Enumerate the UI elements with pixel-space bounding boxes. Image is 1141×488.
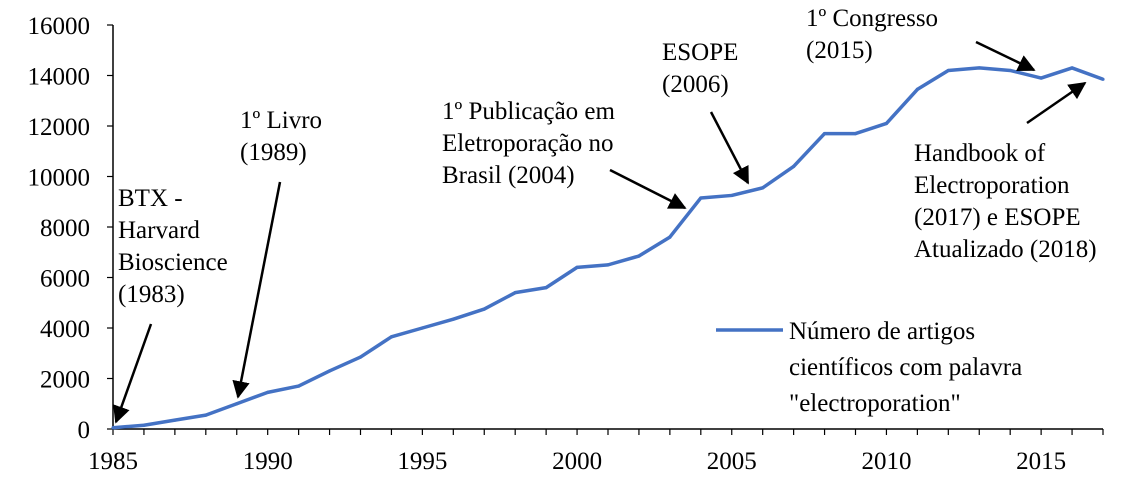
y-axis-ticks: 0 2000 4000 6000 8000 10000 12000 14000 16000 — [28, 13, 113, 444]
data-point — [544, 286, 548, 290]
data-point — [142, 423, 146, 427]
y-tick-label: 8000 — [40, 215, 90, 242]
data-point — [297, 384, 301, 388]
data-point — [1008, 68, 1012, 73]
legend-label: científicos com palavra — [789, 354, 1022, 381]
data-point — [1070, 66, 1074, 70]
data-point — [977, 66, 981, 70]
data-point — [668, 235, 672, 239]
annotation-text: BTX - — [118, 185, 183, 212]
data-point — [1101, 77, 1105, 81]
data-point — [792, 164, 796, 168]
data-point — [1039, 76, 1043, 80]
x-tick-label: 1990 — [243, 448, 293, 475]
data-point — [761, 186, 765, 190]
annotation-text: Brasil (2004) — [442, 162, 575, 189]
y-tick-label: 2000 — [40, 367, 90, 394]
x-tick-label: 1985 — [88, 448, 138, 475]
annotation-text: Bioscience — [118, 249, 228, 276]
annotation-arrow — [113, 323, 153, 424]
data-point — [730, 193, 734, 198]
data-point — [575, 265, 579, 269]
data-point — [358, 355, 363, 359]
annotation-text: 1º Congresso — [806, 5, 938, 32]
data-point — [699, 196, 703, 200]
y-tick-label: 0 — [78, 417, 91, 444]
x-tick-label: 2000 — [552, 448, 602, 475]
annotation-arrows — [113, 40, 1087, 424]
data-point — [327, 369, 332, 373]
data-point — [513, 291, 517, 295]
y-tick-label: 4000 — [40, 316, 90, 343]
data-point — [482, 307, 486, 311]
x-tick-label: 2005 — [707, 448, 757, 475]
annotation-text: Eletroporação no — [442, 130, 613, 157]
x-axis-ticks: 1985 1990 1995 2000 2005 2010 2015 — [88, 429, 1104, 475]
annotation-arrow — [975, 40, 1036, 72]
x-tick-label: 2015 — [1016, 448, 1066, 475]
annotation-text: (2006) — [662, 71, 729, 98]
annotation-text: (1983) — [118, 281, 185, 308]
data-point — [111, 426, 115, 430]
annotation-text: (1989) — [240, 139, 307, 166]
data-point — [266, 390, 270, 394]
annotation-text: 1º Publicação em — [442, 98, 616, 125]
legend-label: "electroporation" — [789, 390, 961, 417]
annotation-arrow — [709, 111, 750, 185]
data-point — [884, 121, 889, 126]
annotation-text: (2017) e ESOPE — [914, 204, 1081, 231]
annotation-text: ESOPE — [662, 39, 738, 66]
legend-label: Número de artigos — [789, 318, 975, 345]
data-point — [204, 413, 208, 417]
x-tick-label: 2010 — [861, 448, 911, 475]
y-tick-label: 12000 — [28, 114, 91, 141]
annotations: BTX - Harvard Bioscience (1983) 1º Livro (198… — [118, 5, 1097, 308]
data-point — [822, 131, 827, 136]
data-point — [915, 87, 919, 91]
data-point — [451, 317, 455, 321]
annotation-arrow — [1026, 81, 1087, 125]
y-tick-label: 6000 — [40, 266, 90, 293]
annotation-arrow — [609, 168, 687, 210]
annotation-text: Handbook of — [914, 140, 1046, 167]
x-tick-label: 1995 — [397, 448, 447, 475]
data-point — [173, 418, 177, 422]
data-point — [235, 402, 239, 406]
y-tick-label: 10000 — [28, 165, 91, 192]
annotation-text: (2015) — [806, 37, 873, 64]
data-point — [606, 263, 610, 267]
annotation-text: Atualizado (2018) — [914, 236, 1097, 263]
y-tick-label: 14000 — [28, 64, 91, 91]
annotation-arrow — [232, 181, 282, 399]
data-point — [637, 254, 641, 258]
annotation-text: Electroporation — [914, 172, 1070, 199]
y-tick-label: 16000 — [28, 13, 91, 40]
data-point — [946, 68, 950, 73]
legend: Número de artigos científicos com palavra… — [716, 318, 1022, 417]
data-point — [389, 335, 394, 339]
annotation-text: Harvard — [118, 217, 200, 244]
series-group — [111, 66, 1105, 430]
annotation-text: 1º Livro — [240, 107, 322, 134]
data-point — [853, 131, 858, 136]
data-point — [420, 326, 424, 330]
